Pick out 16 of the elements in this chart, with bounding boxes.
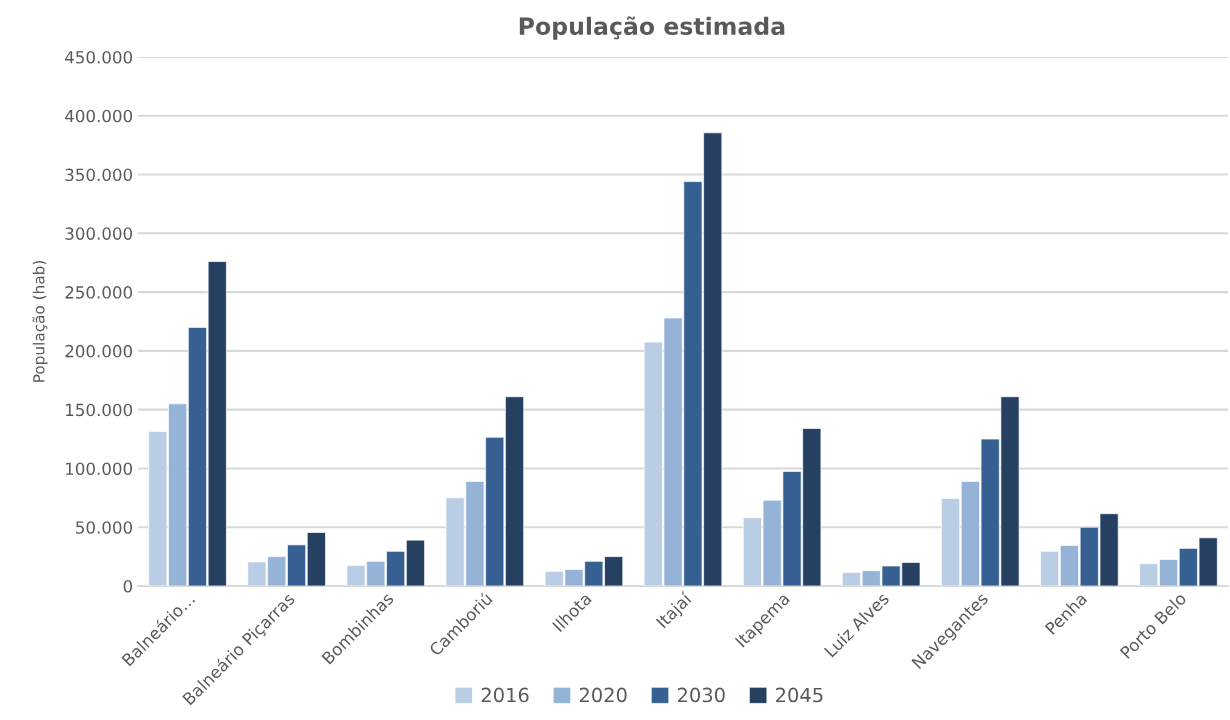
y-tick-label: 350.000 [65,168,133,182]
y-tick-label: 250.000 [65,286,133,299]
y-tick-label: 400.000 [65,109,133,123]
y-tick-label: 150.000 [66,403,133,417]
y-tick-label: 0 [123,579,133,593]
legend-label: 2020 [579,687,627,703]
y-tick-label: 50.000 [76,521,133,534]
y-tick-label: 100.000 [66,462,133,476]
y-tick-label: 200.000 [65,344,133,358]
legend-label: 2030 [677,687,725,703]
chart-title: População estimada [519,16,785,40]
y-tick-label: 450.000 [65,50,133,64]
y-tick-label: 300.000 [65,227,133,240]
legend-label: 2045 [776,687,823,703]
legend-label: 2016 [481,687,529,703]
y-axis-title: População (hab) [32,261,48,382]
